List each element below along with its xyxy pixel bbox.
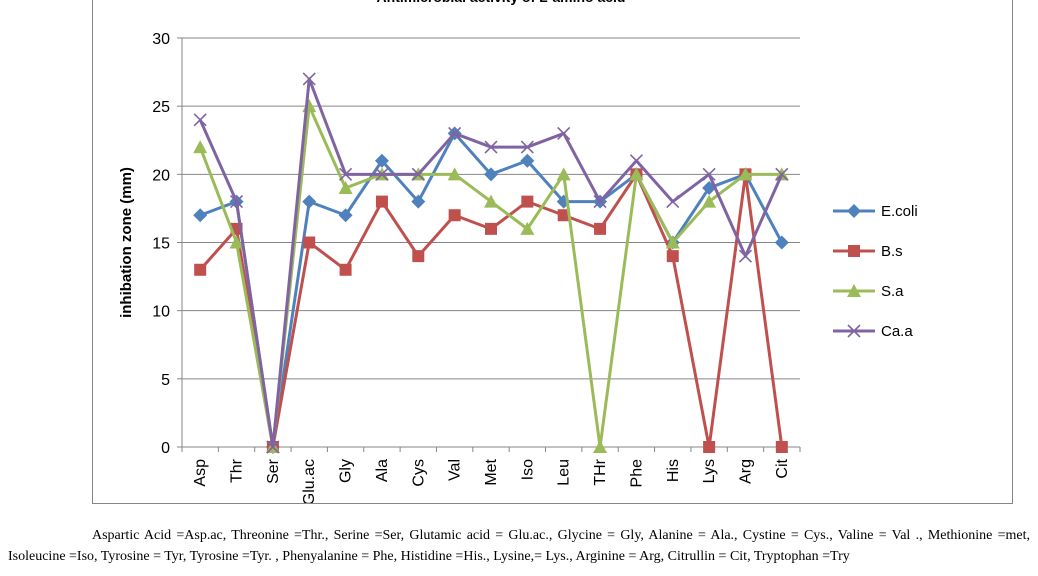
data-point <box>484 167 498 182</box>
data-point <box>339 263 352 276</box>
data-point <box>520 153 535 168</box>
data-point <box>520 140 534 154</box>
data-point <box>484 194 498 208</box>
data-point <box>339 167 353 181</box>
data-point <box>594 222 607 235</box>
series-line <box>198 104 782 449</box>
legend-marker <box>848 245 860 257</box>
legend-marker <box>847 284 861 297</box>
x-tick-label: THr <box>592 458 609 485</box>
legend-item: Ca.a <box>833 323 913 340</box>
data-point <box>665 235 680 249</box>
legend-item: E.coli <box>833 203 918 220</box>
data-point <box>338 180 353 194</box>
data-point <box>193 113 207 127</box>
data-point <box>412 250 425 263</box>
data-point <box>593 195 607 209</box>
x-tick-label: Iso <box>519 459 536 480</box>
data-point <box>702 167 716 181</box>
x-tick-label: Met <box>483 458 500 485</box>
y-tick-label: 20 <box>152 167 170 184</box>
y-tick-label: 25 <box>152 99 170 116</box>
legend-marker <box>847 324 861 338</box>
legend-label: E.coli <box>881 203 918 220</box>
data-point <box>411 194 426 209</box>
legend-item: B.s <box>833 243 903 260</box>
x-tick-label: His <box>665 459 682 482</box>
data-point <box>556 167 571 181</box>
x-tick-label: Ser <box>265 458 282 484</box>
data-point <box>484 140 498 154</box>
x-tick-label: Phe <box>628 459 645 488</box>
data-point <box>629 167 644 181</box>
data-point <box>485 222 497 235</box>
data-point <box>229 235 244 249</box>
y-tick-label: 15 <box>152 236 170 253</box>
data-point <box>774 235 789 250</box>
legend-marker <box>847 204 861 218</box>
data-point <box>448 126 462 140</box>
data-point <box>702 194 717 208</box>
series-b-s <box>194 168 788 453</box>
chart-title: Antimicrobial activity of L-amino acid <box>377 0 626 5</box>
x-tick-label: Cit <box>774 458 791 478</box>
data-point <box>194 263 207 276</box>
y-tick-label: 10 <box>152 304 170 321</box>
data-point <box>557 126 571 140</box>
data-point <box>375 167 389 181</box>
data-point <box>303 236 316 249</box>
data-point <box>666 195 680 209</box>
y-axis-label: inhibation zone (mm) <box>118 167 135 318</box>
y-tick-label: 0 <box>161 440 170 457</box>
data-point <box>193 208 208 223</box>
data-point <box>448 209 461 222</box>
x-tick-label: Gly <box>338 459 355 483</box>
x-tick-label: Glu.ac <box>301 459 318 503</box>
legend-label: B.s <box>881 243 903 260</box>
series-e-coli <box>193 126 789 454</box>
series-ca-a <box>193 72 789 454</box>
data-point <box>738 167 753 181</box>
x-tick-label: Thr <box>229 458 246 483</box>
data-point <box>520 221 535 235</box>
line-chart: Antimicrobial activity of L-amino acid 0… <box>118 0 918 503</box>
data-point <box>775 441 788 453</box>
figure-caption: Aspartic Acid =Asp.ac, Threonine =Thr., … <box>8 528 1030 564</box>
x-tick-label: Lys <box>701 459 718 483</box>
data-point <box>557 209 570 222</box>
data-point <box>775 167 789 181</box>
chart-area: Antimicrobial activity of L-amino acid 0… <box>92 0 1013 504</box>
legend-label: S.a <box>881 283 904 300</box>
data-point <box>374 153 389 168</box>
data-point <box>302 194 317 209</box>
x-tick-label: Asp <box>192 459 209 487</box>
series-line <box>198 77 784 449</box>
y-tick-label: 30 <box>152 31 170 48</box>
data-point <box>738 249 753 263</box>
data-point <box>229 195 244 209</box>
data-point <box>266 440 280 454</box>
data-point <box>593 440 608 453</box>
data-point <box>375 195 388 208</box>
x-tick-label: Leu <box>556 459 573 486</box>
data-point <box>521 195 534 208</box>
data-point <box>666 250 679 263</box>
data-point <box>193 140 208 154</box>
data-point <box>302 72 316 86</box>
legend-label: Ca.a <box>881 323 913 340</box>
x-tick-label: Cys <box>410 459 427 487</box>
data-point <box>629 154 643 168</box>
y-tick-label: 5 <box>161 372 170 389</box>
x-tick-label: Arg <box>737 459 754 484</box>
x-tick-label: Ala <box>374 459 391 482</box>
legend-item: S.a <box>833 283 904 300</box>
data-point <box>411 167 425 181</box>
x-tick-label: Val <box>447 459 464 481</box>
data-point <box>447 167 462 181</box>
data-point <box>338 208 353 223</box>
data-point <box>703 441 716 453</box>
